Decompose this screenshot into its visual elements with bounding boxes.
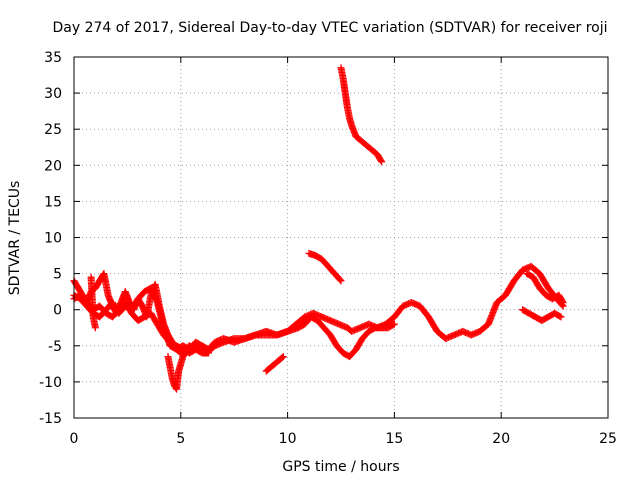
data-point xyxy=(377,156,385,164)
y-tick-label: 15 xyxy=(44,194,62,210)
y-axis-label: SDTVAR / TECUs xyxy=(7,181,23,296)
data-point xyxy=(278,354,286,362)
y-tick-label: 30 xyxy=(44,86,62,102)
data-point xyxy=(337,277,345,285)
data-point xyxy=(91,324,99,332)
y-tick-label: -15 xyxy=(39,411,62,427)
data-point xyxy=(336,276,344,284)
x-tick-label: 15 xyxy=(385,431,403,447)
x-tick-label: 0 xyxy=(70,431,79,447)
data-point xyxy=(205,349,213,357)
y-tick-label: 35 xyxy=(44,50,62,66)
x-tick-label: 10 xyxy=(279,431,297,447)
data-point xyxy=(180,350,188,358)
data-point xyxy=(390,320,398,328)
x-tick-label: 20 xyxy=(492,431,510,447)
x-axis-label: GPS time / hours xyxy=(282,459,399,475)
data-point xyxy=(279,353,287,361)
y-tick-label: 25 xyxy=(44,122,62,138)
chart-title: Day 274 of 2017, Sidereal Day-to-day VTE… xyxy=(52,20,607,36)
data-point xyxy=(558,297,566,305)
y-tick-label: -5 xyxy=(48,339,62,355)
y-tick-label: 5 xyxy=(53,267,62,283)
x-tick-label: 25 xyxy=(599,431,617,447)
x-tick-label: 5 xyxy=(176,431,185,447)
tick-layer: 0 5 10 15 20 25 -15 -10 -5 0 5 10 15 20 25 30 35 xyxy=(39,50,617,447)
data-point xyxy=(559,298,567,306)
y-tick-label: 0 xyxy=(53,303,62,319)
data-points xyxy=(70,64,567,393)
data-point xyxy=(389,321,397,329)
data-point xyxy=(557,313,565,321)
data-point xyxy=(378,158,386,166)
y-tick-label: 20 xyxy=(44,158,62,174)
plot-frame xyxy=(73,56,609,419)
data-point xyxy=(181,349,189,357)
y-tick-label: 10 xyxy=(44,231,62,247)
y-tick-label: -10 xyxy=(39,375,62,391)
data-point xyxy=(556,312,564,320)
